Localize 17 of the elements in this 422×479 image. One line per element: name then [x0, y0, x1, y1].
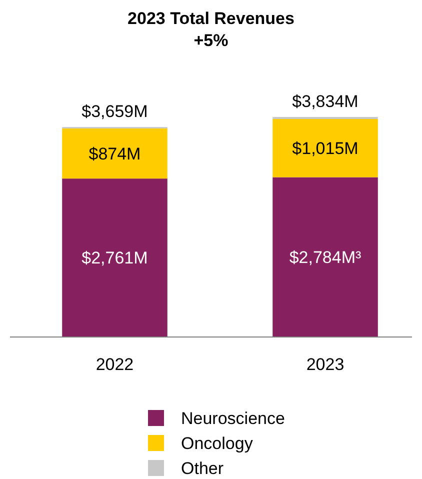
bar — [62, 178, 168, 337]
chart-subtitle: +5% — [194, 31, 228, 50]
bar — [272, 177, 378, 337]
data-label: $2,784M³ — [289, 248, 362, 268]
x-tick-label: 2023 — [306, 355, 344, 374]
data-label: $1,015M — [292, 139, 358, 158]
bar — [272, 119, 378, 178]
legend-label: Other — [181, 458, 224, 478]
data-label: $874M — [88, 144, 141, 164]
bar — [62, 128, 168, 179]
x-tick-label: 2022 — [96, 355, 134, 374]
chart-title: 2023 Total Revenues — [128, 9, 294, 28]
data-label: $2,761M — [82, 248, 148, 268]
total-label: $3,834M — [292, 92, 358, 111]
legend-label: Neuroscience — [181, 408, 285, 428]
total-label: $3,659M — [82, 102, 148, 122]
legend-label: Oncology — [181, 434, 254, 453]
